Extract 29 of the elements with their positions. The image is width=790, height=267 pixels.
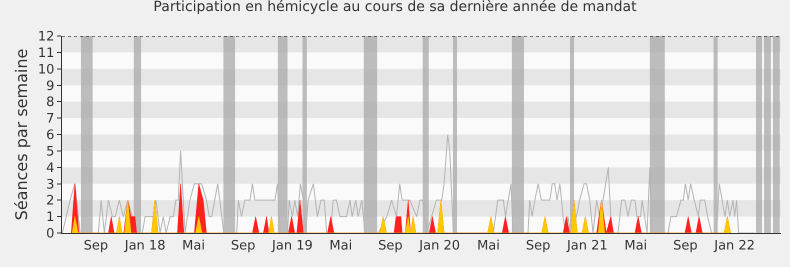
y-tick-label: 7 <box>46 112 54 127</box>
x-tick-label: Sep <box>673 238 698 254</box>
y-tick-label: 1 <box>46 210 54 226</box>
x-tick-label: Sep <box>526 238 550 254</box>
x-tick-label: Mai <box>624 238 648 254</box>
x-tick-label: Sep <box>378 238 403 254</box>
y-tick-label: 9 <box>46 78 54 94</box>
x-tick-label: Jan 21 <box>566 238 608 254</box>
x-tick-label: Jan 22 <box>713 238 755 254</box>
y-tick-label: 6 <box>46 128 54 144</box>
x-tick-label: Jan 18 <box>124 238 166 254</box>
y-tick-label: 0 <box>46 226 54 242</box>
x-tick-label: Jan 20 <box>418 238 460 254</box>
y-tick-label: 3 <box>46 177 54 192</box>
y-tick-label: 5 <box>46 144 54 160</box>
x-tick-label: Mai <box>182 238 205 254</box>
y-tick-label: 11 <box>38 46 54 61</box>
chart-title: Participation en hémicycle au cours de sa dernière année de mandat <box>153 0 638 16</box>
y-tick-label: 2 <box>46 194 54 209</box>
y-tick-label: 8 <box>46 95 54 110</box>
y-axis-title: Séances par semaine <box>12 48 31 220</box>
x-tick-label: Jan 19 <box>271 238 313 254</box>
x-tick-label: Mai <box>329 238 352 254</box>
x-tick-label: Mai <box>477 238 500 254</box>
x-tick-label: Sep <box>230 238 256 254</box>
y-tick-label: 4 <box>46 160 54 176</box>
x-tick-label: Sep <box>84 238 108 254</box>
y-tick-label: 12 <box>38 30 54 45</box>
y-tick-label: 10 <box>38 62 54 78</box>
